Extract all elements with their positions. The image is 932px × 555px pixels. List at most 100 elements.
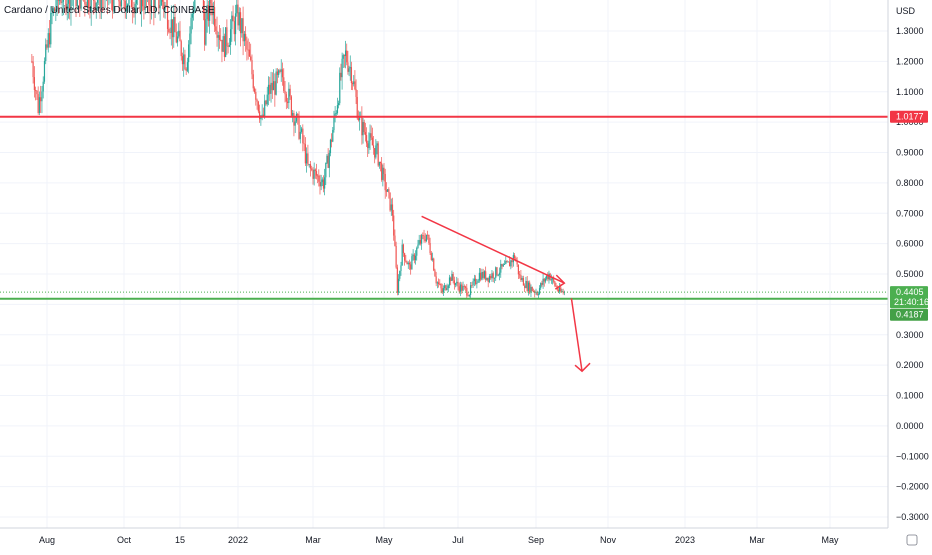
candle-body: [521, 278, 523, 281]
candle-body: [547, 275, 549, 280]
candle-body: [56, 0, 58, 10]
candle-body: [459, 284, 462, 292]
candle-body: [284, 90, 286, 95]
candle-body: [442, 288, 445, 293]
candle-body: [264, 100, 266, 117]
candle-body: [173, 16, 175, 38]
candle-body: [43, 61, 46, 82]
projection-arrow[interactable]: [570, 298, 583, 372]
candle-body: [396, 267, 398, 293]
trendline[interactable]: [421, 215, 565, 284]
candle-body: [356, 96, 358, 119]
settings-icon[interactable]: [906, 534, 918, 546]
candle-body: [160, 0, 162, 6]
candle-body: [495, 267, 497, 278]
candle-body: [35, 90, 37, 91]
candle-body: [500, 263, 502, 273]
candle-body: [165, 5, 167, 7]
candle-body: [94, 0, 96, 10]
candle-body: [231, 15, 233, 30]
candle-body: [530, 286, 532, 293]
candle-body: [418, 240, 420, 245]
candle-body: [333, 116, 335, 130]
candle-body: [186, 62, 189, 71]
candle-body: [168, 28, 170, 33]
candle-body: [397, 278, 400, 293]
candle-body: [414, 255, 417, 261]
candle-body: [181, 56, 184, 65]
candle-body: [507, 261, 509, 263]
candle-body: [405, 260, 407, 262]
candle-body: [434, 270, 436, 277]
candle-body: [143, 6, 145, 10]
candle-body: [412, 254, 414, 257]
candle-body: [234, 13, 237, 35]
x-tick-label: Jul: [452, 535, 464, 545]
candle-body: [176, 36, 179, 43]
y-tick-label: 1.2000: [896, 56, 924, 66]
candle-body: [70, 0, 72, 11]
candle-body: [212, 7, 214, 16]
candle-body: [246, 40, 248, 50]
candle-body: [362, 122, 364, 136]
candle-body: [347, 62, 349, 72]
candle-body: [429, 243, 431, 254]
candle-body: [120, 0, 123, 7]
candle-body: [84, 0, 86, 5]
candle-body: [519, 274, 521, 276]
candle-body: [503, 264, 506, 265]
candle-body: [75, 0, 77, 7]
candle-body: [59, 0, 61, 1]
candle-body: [365, 135, 368, 144]
x-tick-label: May: [821, 535, 839, 545]
candle-body: [113, 0, 115, 12]
candle-body: [410, 264, 412, 270]
candle-body: [52, 8, 54, 13]
candle-body: [128, 0, 130, 4]
candle-body: [140, 0, 143, 12]
candle-body: [132, 7, 134, 11]
candle-body: [79, 0, 81, 9]
candle-body: [350, 67, 353, 84]
candle-body: [223, 36, 226, 57]
candle-body: [427, 234, 429, 236]
candle-body: [216, 30, 218, 38]
candle-body: [288, 88, 290, 104]
candle-body: [290, 96, 292, 116]
candle-body: [262, 114, 265, 117]
candle-body: [45, 44, 47, 62]
candle-body: [118, 0, 120, 2]
candle-body: [245, 33, 247, 41]
candle-body: [51, 12, 53, 14]
candle-body: [250, 56, 252, 61]
candle-body: [302, 128, 304, 144]
candle-body: [370, 133, 372, 138]
candle-body: [355, 89, 357, 97]
candle-body: [135, 0, 138, 4]
candle-body: [166, 5, 169, 29]
candle-body: [247, 49, 249, 51]
candle-body: [458, 286, 460, 292]
candle-body: [497, 274, 499, 276]
candle-body: [448, 277, 451, 286]
candle-body: [189, 33, 191, 45]
candle-body: [508, 261, 511, 267]
candle-body: [123, 0, 125, 1]
candle-body: [421, 235, 423, 244]
drawings[interactable]: [0, 115, 888, 373]
candle-body: [50, 12, 52, 45]
candle-body: [502, 264, 504, 267]
candle-body: [514, 255, 516, 259]
support-price-tag-bg: [890, 308, 928, 321]
y-tick-label: 0.3000: [896, 330, 924, 340]
candle-body: [306, 153, 308, 164]
candle-body: [251, 60, 253, 75]
candle-body: [367, 143, 369, 149]
candle-body: [560, 287, 562, 292]
candle-body: [441, 288, 443, 293]
candle-body: [89, 8, 91, 12]
candle-body: [266, 94, 268, 105]
